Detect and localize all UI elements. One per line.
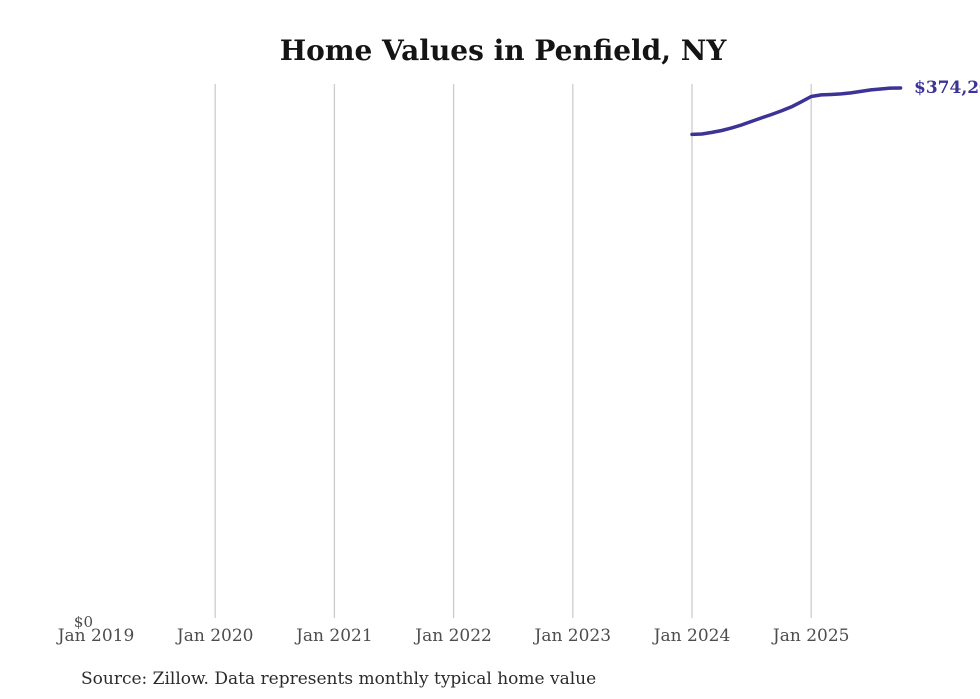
source-note: Source: Zillow. Data represents monthly … bbox=[81, 669, 596, 689]
x-tick-label-2021: Jan 2021 bbox=[294, 626, 373, 646]
x-tick-label-2023: Jan 2023 bbox=[533, 626, 612, 646]
x-tick-label-2025: Jan 2025 bbox=[771, 626, 850, 646]
home-value-line bbox=[690, 86, 903, 137]
x-axis-labels: Jan 2019 Jan 2020 Jan 2021 Jan 2022 Jan … bbox=[56, 626, 850, 646]
end-value-label: $374,200 bbox=[914, 78, 980, 98]
x-tick-label-2024: Jan 2024 bbox=[652, 626, 731, 646]
chart-title: Home Values in Penfield, NY bbox=[280, 34, 728, 67]
x-tick-label-2019: Jan 2019 bbox=[56, 626, 135, 646]
y-axis-zero-label: $0 bbox=[74, 613, 93, 631]
gridlines bbox=[214, 84, 812, 618]
x-tick-label-2022: Jan 2022 bbox=[413, 626, 492, 646]
x-tick-label-2020: Jan 2020 bbox=[175, 626, 254, 646]
